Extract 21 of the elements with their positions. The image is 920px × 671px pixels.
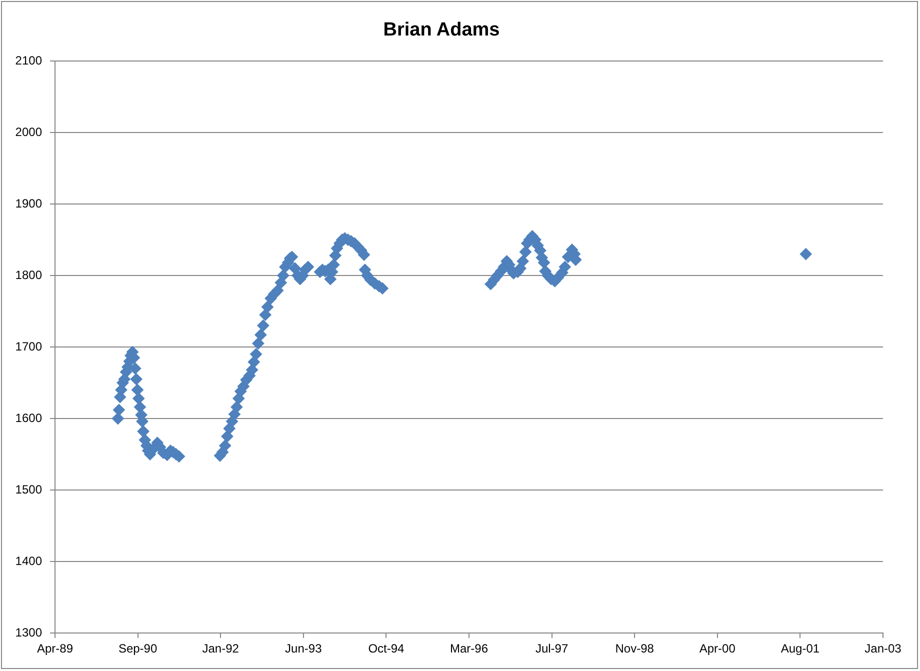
y-tick-label: 1800	[15, 268, 42, 282]
x-tick-label: Jul-97	[535, 642, 568, 656]
x-tick-label: Oct-94	[368, 642, 405, 656]
x-tick-label: Mar-96	[450, 642, 488, 656]
y-tick-label: 1700	[15, 339, 42, 354]
y-tick-label: 1300	[15, 625, 42, 640]
x-tick-label: Jan-92	[202, 642, 240, 656]
x-tick-label: Sep-90	[118, 642, 158, 656]
chart-title: Brian Adams	[383, 20, 500, 41]
x-tick-label: Aug-01	[780, 642, 820, 656]
x-tick-label: Jan-03	[864, 642, 902, 656]
y-tick-label: 2000	[15, 124, 42, 139]
y-tick-label: 1500	[15, 482, 42, 496]
x-tick-label: Jun-93	[285, 642, 322, 656]
x-tick-label: Apr-00	[699, 642, 736, 656]
y-tick-label: 2100	[15, 53, 42, 68]
x-tick-label: Apr-89	[36, 642, 74, 656]
y-tick-label: 1400	[15, 554, 42, 568]
y-tick-label: 1900	[15, 196, 42, 210]
x-tick-label: Nov-98	[615, 642, 654, 656]
y-tick-label: 1600	[15, 410, 42, 425]
